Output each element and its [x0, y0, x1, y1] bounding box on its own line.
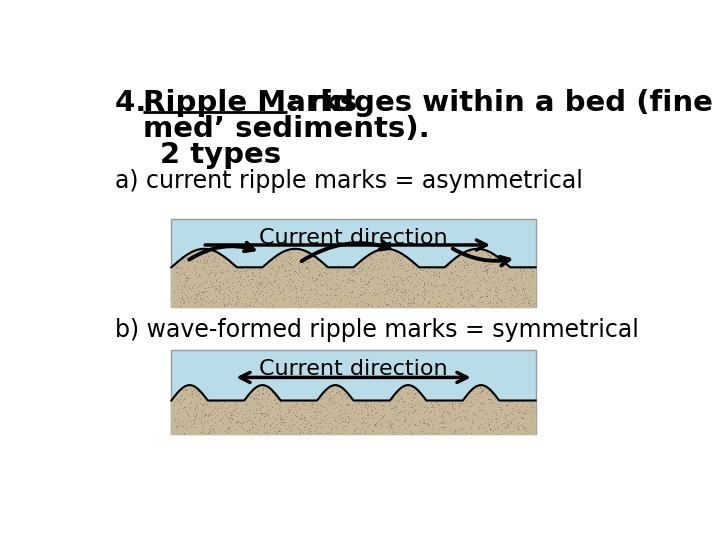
Text: a) current ripple marks = asymmetrical: a) current ripple marks = asymmetrical	[114, 168, 582, 193]
Text: 2 types: 2 types	[160, 141, 281, 169]
Text: Current direction: Current direction	[259, 359, 448, 379]
Text: Ripple Marks: Ripple Marks	[143, 90, 358, 117]
Bar	[171, 350, 536, 434]
Text: 4.: 4.	[114, 90, 156, 117]
Text: : ridges within a bed (fine to: : ridges within a bed (fine to	[287, 90, 720, 117]
Bar	[171, 219, 536, 307]
Polygon shape	[171, 385, 536, 434]
Text: Current direction: Current direction	[259, 228, 448, 248]
Text: med’ sediments).: med’ sediments).	[143, 115, 431, 143]
Text: b) wave-formed ripple marks = symmetrical: b) wave-formed ripple marks = symmetrica…	[114, 318, 639, 342]
Polygon shape	[171, 249, 536, 307]
